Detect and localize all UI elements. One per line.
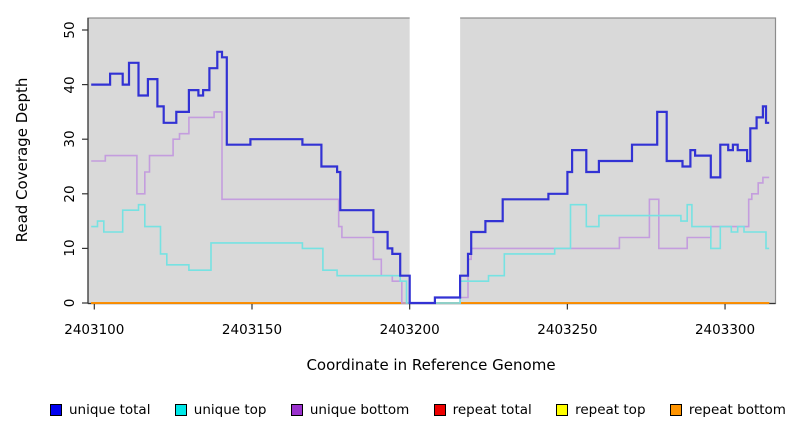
y-axis-title: Read Coverage Depth (13, 77, 31, 243)
series-line-unique-top (91, 203, 770, 304)
x-tick-label: 2403300 (694, 322, 756, 338)
legend-label: repeat bottom (688, 402, 786, 418)
legend-marker-icon (433, 404, 446, 416)
x-tick-label: 2403250 (537, 322, 598, 338)
x-tick-label: 2403100 (64, 322, 125, 338)
legend-item: unique total (50, 402, 150, 418)
legend-item: unique bottom (290, 402, 410, 418)
x-tick-label: 2403150 (221, 322, 283, 338)
legend-marker-icon (50, 404, 62, 416)
legend-marker-icon (174, 404, 187, 416)
legend-marker-icon (669, 404, 682, 416)
y-tick-label: 20 (62, 185, 78, 203)
y-tick-label: 0 (62, 298, 78, 308)
legend-marker-icon (556, 404, 569, 416)
x-axis-title: Coordinate in Reference Genome (306, 356, 556, 374)
legend-label: unique bottom (309, 402, 410, 418)
legend-label: unique top (193, 402, 267, 418)
legend-label: unique total (69, 402, 151, 418)
legend-marker-icon (290, 404, 303, 416)
legend: unique total unique top unique bottom repea… (50, 400, 786, 420)
legend-label: repeat top (575, 402, 646, 418)
masked-region-band (409, 13, 461, 303)
legend-item: repeat top (556, 402, 646, 418)
x-tick-label: 2403200 (379, 322, 440, 338)
legend-item: unique top (174, 402, 267, 418)
y-tick-label: 10 (62, 239, 78, 257)
legend-label: repeat total (452, 402, 532, 418)
y-tick-label: 30 (62, 130, 78, 148)
series-line-unique-total (91, 50, 770, 305)
legend-item: repeat total (433, 402, 532, 418)
y-tick-label: 40 (62, 76, 78, 94)
y-tick-label: 50 (62, 21, 78, 39)
legend-item: repeat bottom (669, 402, 786, 418)
